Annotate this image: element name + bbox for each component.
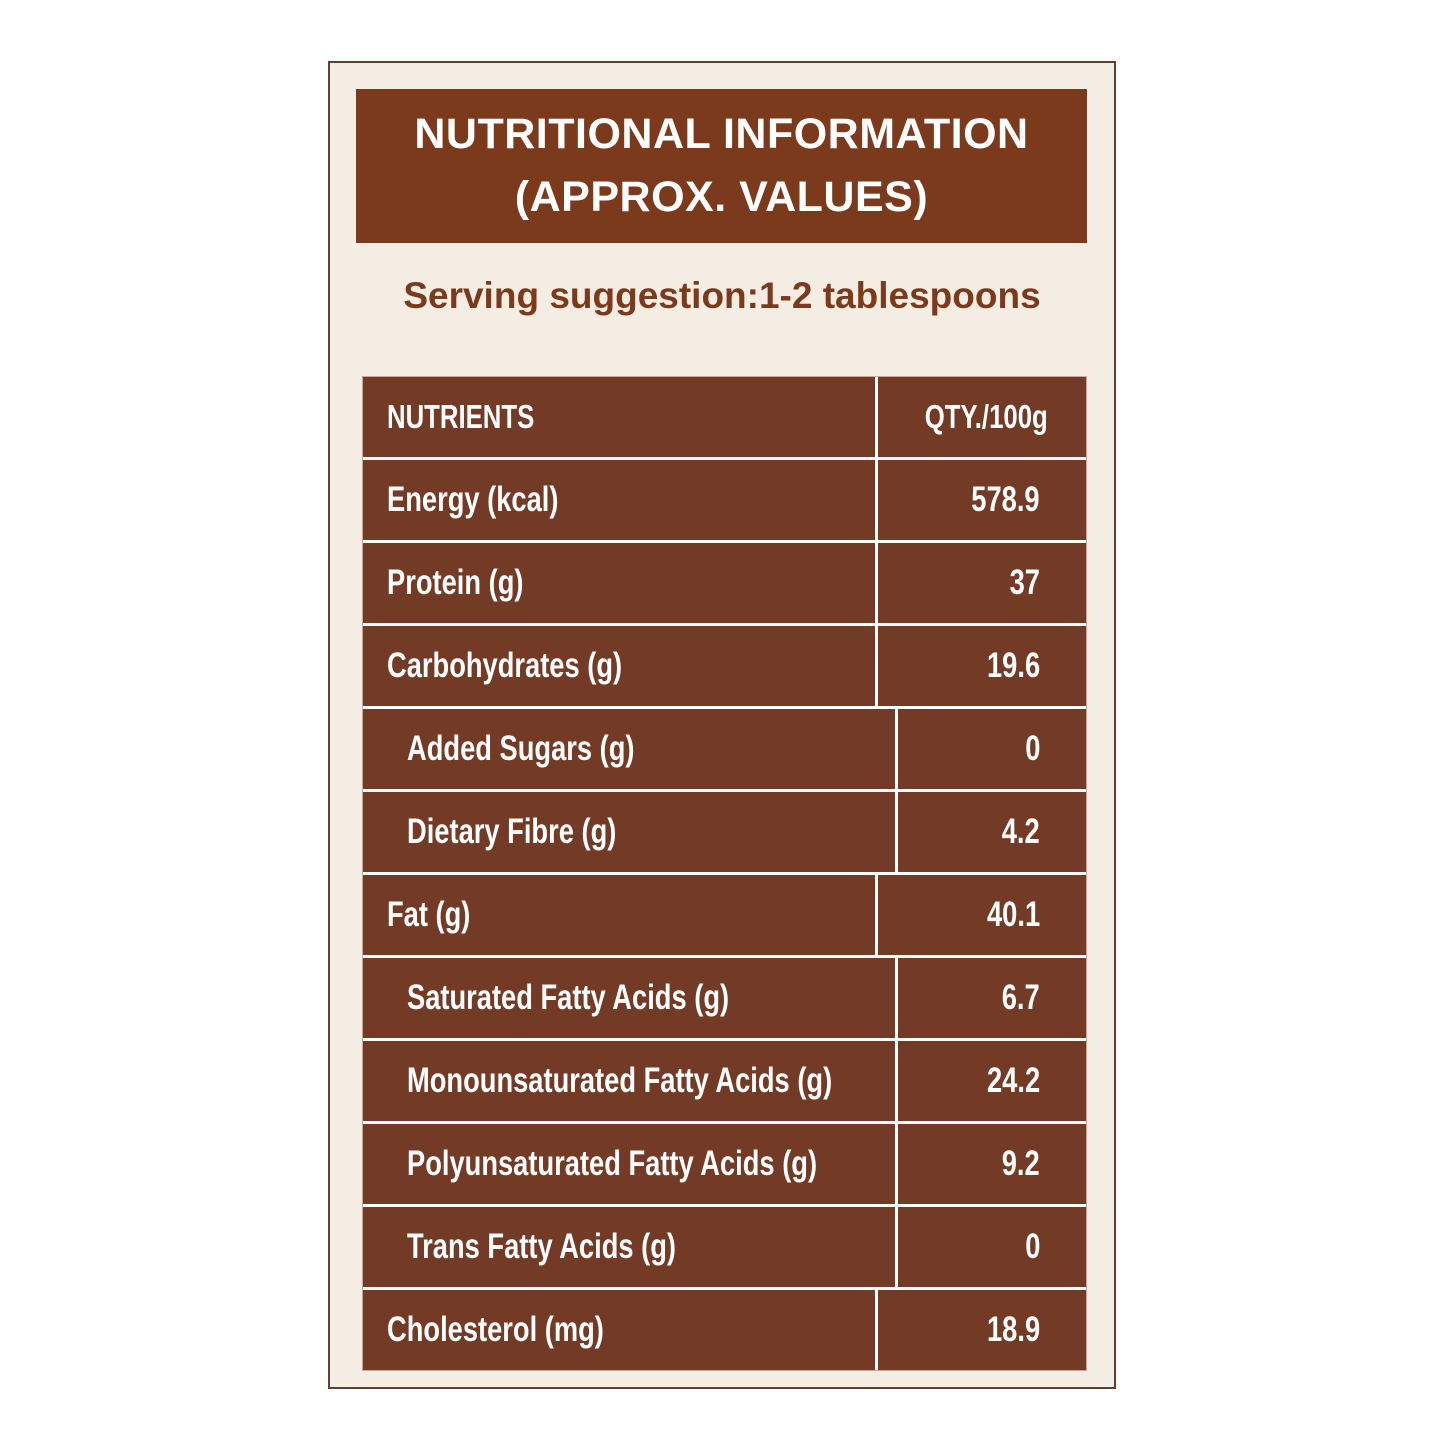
nutrition-table: NUTRIENTS QTY./100g Energy (kcal) 578.9 Pr… [362, 376, 1087, 1371]
nutrient-value: 6.7 [898, 958, 1086, 1038]
table-row: Added Sugars (g) 0 [363, 709, 1086, 789]
nutrient-value: 578.9 [878, 460, 1086, 540]
nutrient-name: Monounsaturated Fatty Acids (g) [363, 1041, 895, 1121]
header-qty: QTY./100g [878, 377, 1086, 457]
nutrient-name: Cholesterol (mg) [363, 1290, 875, 1370]
nutrient-value: 37 [878, 543, 1086, 623]
nutrient-name: Polyunsaturated Fatty Acids (g) [363, 1124, 895, 1204]
nutrient-name: Trans Fatty Acids (g) [363, 1207, 895, 1287]
table-row: Polyunsaturated Fatty Acids (g) 9.2 [363, 1124, 1086, 1204]
nutrition-card: NUTRITIONAL INFORMATION (APPROX. VALUES)… [328, 61, 1116, 1389]
table-row: Saturated Fatty Acids (g) 6.7 [363, 958, 1086, 1038]
nutrient-name: Added Sugars (g) [363, 709, 895, 789]
table-row: Energy (kcal) 578.9 [363, 460, 1086, 540]
table-row: Protein (g) 37 [363, 543, 1086, 623]
nutrient-name: Dietary Fibre (g) [363, 792, 895, 872]
nutrient-value: 0 [898, 1207, 1086, 1287]
nutrient-value: 0 [898, 709, 1086, 789]
nutrient-name: Carbohydrates (g) [363, 626, 875, 706]
nutrient-name: Energy (kcal) [363, 460, 875, 540]
table-row: Dietary Fibre (g) 4.2 [363, 792, 1086, 872]
nutrient-value: 19.6 [878, 626, 1086, 706]
nutrient-name: Fat (g) [363, 875, 875, 955]
table-header-row: NUTRIENTS QTY./100g [363, 377, 1086, 457]
serving-suggestion: Serving suggestion:1-2 tablespoons [403, 275, 1041, 316]
title-line-1: NUTRITIONAL INFORMATION [414, 110, 1029, 158]
nutrient-value: 40.1 [878, 875, 1086, 955]
header-nutrients: NUTRIENTS [363, 377, 875, 457]
nutrient-value: 24.2 [898, 1041, 1086, 1121]
table-row: Trans Fatty Acids (g) 0 [363, 1207, 1086, 1287]
nutrient-value: 4.2 [898, 792, 1086, 872]
nutrient-name: Saturated Fatty Acids (g) [363, 958, 895, 1038]
nutrient-name: Protein (g) [363, 543, 875, 623]
title-banner: NUTRITIONAL INFORMATION (APPROX. VALUES) [356, 89, 1087, 243]
table-row: Monounsaturated Fatty Acids (g) 24.2 [363, 1041, 1086, 1121]
nutrient-value: 18.9 [878, 1290, 1086, 1370]
table-row: Cholesterol (mg) 18.9 [363, 1290, 1086, 1370]
table-row: Carbohydrates (g) 19.6 [363, 626, 1086, 706]
title-line-2: (APPROX. VALUES) [514, 173, 929, 221]
nutrient-value: 9.2 [898, 1124, 1086, 1204]
table-row: Fat (g) 40.1 [363, 875, 1086, 955]
